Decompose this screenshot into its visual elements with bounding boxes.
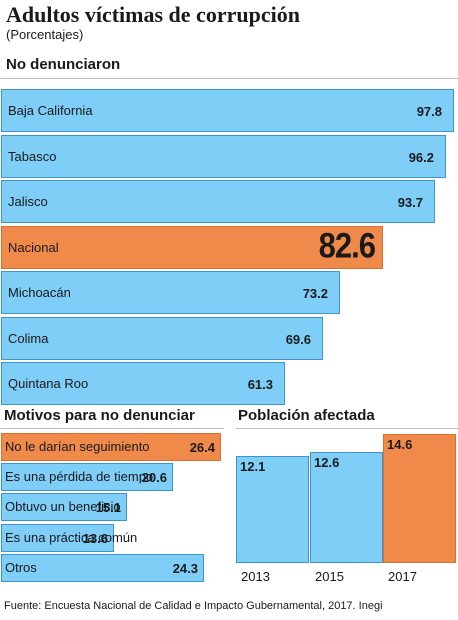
column-2013 xyxy=(236,456,309,563)
bar-label-quintana-roo: Quintana Roo xyxy=(8,376,89,391)
bar-label-no-le-darian-seguimiento: No le darían seguimiento xyxy=(5,439,150,454)
bar-nacional xyxy=(1,226,383,269)
chart-subtitle: (Porcentajes) xyxy=(6,27,84,42)
bar-value-tabasco: 96.2 xyxy=(408,150,434,165)
bar-obtuvo-un-beneficio xyxy=(1,493,127,521)
bar-no-le-darian-seguimiento xyxy=(1,433,221,461)
x-tick-2013: 2013 xyxy=(241,569,270,584)
bar-value-michoacan: 73.2 xyxy=(302,286,328,301)
source-note: Fuente: Encuesta Nacional de Calidad e I… xyxy=(4,600,383,612)
bar-otros xyxy=(1,554,204,582)
bar-jalisco xyxy=(1,180,435,223)
column-2017 xyxy=(383,434,456,563)
bar-value-es-una-perdida-de-tiempo: 20.6 xyxy=(141,470,167,485)
section-title-poblacion: Población afectada xyxy=(238,407,375,424)
bar-es-una-perdida-de-tiempo xyxy=(1,463,173,491)
bar-label-colima: Colima xyxy=(8,331,49,346)
divider xyxy=(0,428,224,429)
bar-value-jalisco: 93.7 xyxy=(397,195,423,210)
column-2015 xyxy=(310,452,383,563)
bar-tabasco xyxy=(1,135,446,178)
chart-title: Adultos víctimas de corrupción xyxy=(6,2,300,27)
section-title-no-denunciaron: No denunciaron xyxy=(6,56,121,73)
bar-label-otros: Otros xyxy=(5,560,37,575)
divider xyxy=(236,428,458,429)
column-value-2017: 14.6 xyxy=(387,437,413,452)
bar-label-obtuvo-un-beneficio: Obtuvo un beneficio xyxy=(5,499,121,514)
bar-value-obtuvo-un-beneficio: 15.1 xyxy=(95,500,121,515)
bar-label-michoacan: Michoacán xyxy=(8,285,71,300)
x-tick-2017: 2017 xyxy=(388,569,417,584)
bar-value-quintana-roo: 61.3 xyxy=(247,377,273,392)
bar-value-colima: 69.6 xyxy=(285,332,311,347)
bar-value-nacional: 82.6 xyxy=(318,225,376,266)
bar-label-baja-california: Baja California xyxy=(8,103,93,118)
bar-baja-california xyxy=(1,89,454,132)
bar-label-tabasco: Tabasco xyxy=(8,149,57,164)
bar-michoacan xyxy=(1,271,340,314)
bar-label-es-una-perdida-de-tiempo: Es una pérdida de tiempo xyxy=(5,469,154,484)
column-value-2015: 12.6 xyxy=(314,455,340,470)
bar-quintana-roo xyxy=(1,362,285,405)
x-tick-2015: 2015 xyxy=(315,569,344,584)
divider xyxy=(0,78,458,79)
bar-label-jalisco: Jalisco xyxy=(8,194,48,209)
bar-value-es-una-practica-comun: 13.6 xyxy=(82,531,108,546)
section-title-motivos: Motivos para no denunciar xyxy=(4,407,195,424)
bar-colima xyxy=(1,317,323,360)
bar-value-otros: 24.3 xyxy=(172,561,198,576)
column-value-2013: 12.1 xyxy=(240,459,266,474)
bar-label-es-una-practica-comun: Es una práctica común xyxy=(5,530,138,545)
bar-label-nacional: Nacional xyxy=(8,240,59,255)
bar-value-baja-california: 97.8 xyxy=(416,104,442,119)
bar-value-no-le-darian-seguimiento: 26.4 xyxy=(189,440,215,455)
bar-es-una-practica-comun xyxy=(1,524,114,552)
